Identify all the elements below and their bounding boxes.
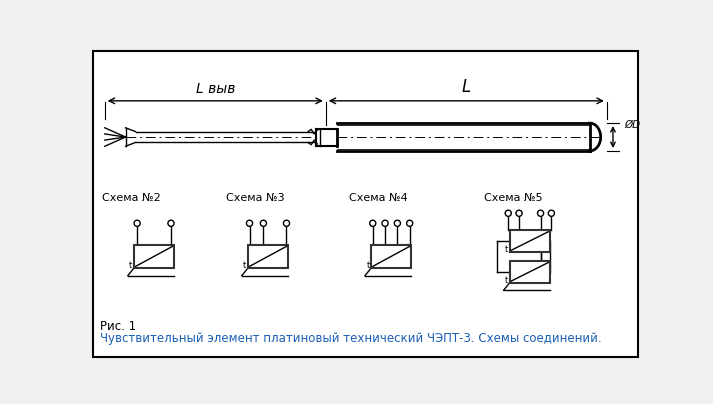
Circle shape bbox=[260, 220, 267, 226]
Circle shape bbox=[548, 210, 555, 216]
Bar bbox=[510, 261, 550, 282]
Bar bbox=[371, 245, 411, 268]
Bar bbox=[248, 245, 288, 268]
Circle shape bbox=[168, 220, 174, 226]
Text: L выв: L выв bbox=[195, 82, 235, 96]
Text: t: t bbox=[366, 261, 369, 270]
Circle shape bbox=[538, 210, 544, 216]
Circle shape bbox=[247, 220, 252, 226]
Text: ØD: ØD bbox=[625, 120, 641, 130]
Bar bbox=[134, 245, 174, 268]
Text: Схема №2: Схема №2 bbox=[103, 193, 161, 203]
Text: Рис. 1: Рис. 1 bbox=[100, 320, 136, 332]
Circle shape bbox=[382, 220, 388, 226]
Text: t: t bbox=[505, 276, 508, 285]
Text: t: t bbox=[505, 245, 508, 254]
Circle shape bbox=[369, 220, 376, 226]
Circle shape bbox=[406, 220, 413, 226]
Circle shape bbox=[283, 220, 289, 226]
Text: L: L bbox=[461, 78, 471, 96]
Text: t: t bbox=[129, 261, 133, 270]
Circle shape bbox=[394, 220, 401, 226]
Circle shape bbox=[506, 210, 511, 216]
Text: Схема №4: Схема №4 bbox=[349, 193, 408, 203]
Text: Схема №5: Схема №5 bbox=[483, 193, 542, 203]
Circle shape bbox=[134, 220, 140, 226]
Text: t: t bbox=[243, 261, 247, 270]
Text: Схема №3: Схема №3 bbox=[225, 193, 284, 203]
Bar bbox=[510, 230, 550, 252]
Circle shape bbox=[516, 210, 522, 216]
Text: Чувствительный элемент платиновый технический ЧЭПТ-3. Схемы соединений.: Чувствительный элемент платиновый технич… bbox=[100, 332, 602, 345]
